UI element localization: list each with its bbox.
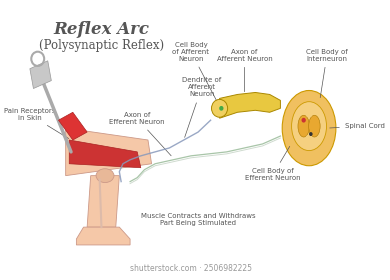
Polygon shape bbox=[30, 61, 51, 88]
Polygon shape bbox=[76, 227, 130, 245]
Text: Cell Body of
Efferent Neuron: Cell Body of Efferent Neuron bbox=[245, 146, 301, 181]
Text: (Polysynaptic Reflex): (Polysynaptic Reflex) bbox=[39, 39, 164, 52]
Polygon shape bbox=[69, 140, 141, 168]
Text: Spinal Cord: Spinal Cord bbox=[330, 123, 385, 129]
Ellipse shape bbox=[282, 90, 336, 166]
Ellipse shape bbox=[298, 115, 309, 137]
Polygon shape bbox=[66, 128, 152, 176]
Text: Muscle Contracts and Withdraws
Part Being Stimulated: Muscle Contracts and Withdraws Part Bein… bbox=[141, 213, 255, 226]
Circle shape bbox=[219, 106, 223, 111]
Ellipse shape bbox=[96, 169, 114, 183]
Ellipse shape bbox=[306, 113, 312, 117]
Ellipse shape bbox=[306, 135, 312, 140]
Circle shape bbox=[301, 118, 306, 123]
Ellipse shape bbox=[309, 115, 320, 137]
Polygon shape bbox=[87, 176, 119, 227]
Text: Axon of
Afferent Neuron: Axon of Afferent Neuron bbox=[217, 49, 273, 92]
Polygon shape bbox=[220, 92, 280, 118]
Ellipse shape bbox=[292, 102, 326, 151]
Text: Reflex Arc: Reflex Arc bbox=[53, 21, 149, 38]
Text: Dendrite of
Afferent
Neuron: Dendrite of Afferent Neuron bbox=[182, 78, 221, 137]
Ellipse shape bbox=[211, 99, 228, 117]
Text: Cell Body of
Interneuron: Cell Body of Interneuron bbox=[306, 49, 348, 98]
Circle shape bbox=[309, 132, 313, 136]
Polygon shape bbox=[58, 112, 87, 140]
Text: Axon of
Efferent Neuron: Axon of Efferent Neuron bbox=[110, 112, 171, 156]
Text: Cell Body
of Afferent
Neuron: Cell Body of Afferent Neuron bbox=[172, 42, 218, 104]
Text: Pain Receptors
in Skin: Pain Receptors in Skin bbox=[4, 108, 69, 139]
Text: shutterstock.com · 2506982225: shutterstock.com · 2506982225 bbox=[130, 264, 252, 273]
